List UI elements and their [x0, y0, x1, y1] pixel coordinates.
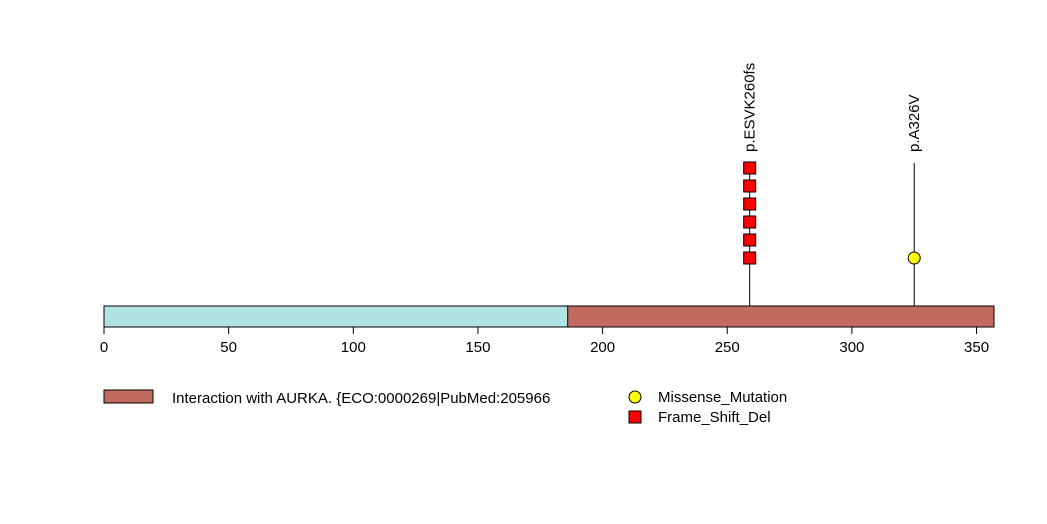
legend-domain-label: Interaction with AURKA. {ECO:0000269|Pub…: [172, 390, 550, 407]
legend: Interaction with AURKA. {ECO:0000269|Pub…: [103, 389, 787, 426]
legend-domain-swatch: [103, 389, 154, 404]
x-tick-label: 50: [220, 339, 237, 356]
legend-missense-icon: [628, 390, 642, 404]
x-tick-label: 300: [839, 339, 864, 356]
x-tick-label: 100: [341, 339, 366, 356]
x-tick-label: 150: [465, 339, 490, 356]
frameshift-marker: [743, 215, 757, 229]
x-tick-label: 200: [590, 339, 615, 356]
x-tick-label: 250: [715, 339, 740, 356]
frameshift-marker: [743, 233, 757, 247]
legend-frameshift-icon: [628, 410, 642, 424]
mutation-markers: [743, 161, 921, 265]
mutation-label: p.A326V: [906, 94, 923, 152]
frameshift-marker: [743, 161, 757, 175]
protein-track: [103, 305, 995, 328]
x-tick-label: 0: [100, 339, 108, 356]
mutation-labels: p.ESVK260fs p.A326V: [742, 63, 924, 152]
domain-bar: [567, 305, 995, 328]
x-tick-label: 350: [964, 339, 989, 356]
mutation-label: p.ESVK260fs: [742, 63, 759, 152]
frameshift-marker: [743, 179, 757, 193]
legend-label: Missense_Mutation: [658, 389, 787, 406]
frameshift-marker: [743, 251, 757, 265]
x-axis: 0 50 100 150 200 250 300 350: [100, 326, 989, 356]
missense-marker: [907, 251, 921, 265]
legend-label: Frame_Shift_Del: [658, 409, 771, 426]
mutation-stems: [749, 163, 915, 327]
frameshift-marker: [743, 197, 757, 211]
